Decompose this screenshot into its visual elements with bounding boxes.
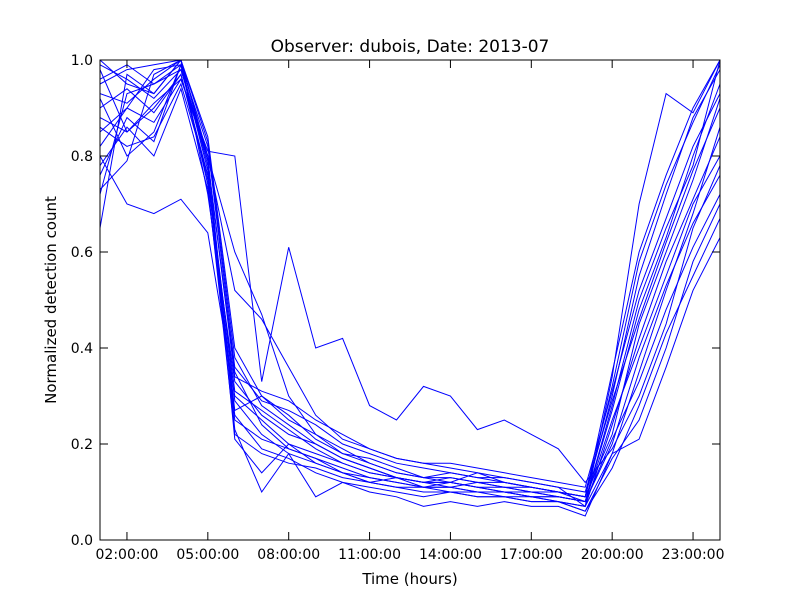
y-tick-label: 0.2: [71, 437, 93, 453]
x-tick-label: 17:00:00: [500, 547, 563, 563]
x-tick-label: 14:00:00: [419, 547, 482, 563]
y-axis: 0.0 0.2 0.4 0.6 0.8 1.0: [71, 53, 720, 549]
x-tick-label: 23:00:00: [662, 547, 725, 563]
series-line-18: [100, 82, 720, 503]
chart-title: Observer: dubois, Date: 2013-07: [271, 37, 550, 57]
plot-area: [100, 60, 720, 517]
y-tick-label: 0.8: [71, 149, 93, 165]
plot-frame: [99, 59, 721, 541]
x-tick-label: 11:00:00: [338, 547, 401, 563]
x-tick-label: 20:00:00: [581, 547, 644, 563]
series-line-9: [100, 63, 720, 512]
x-tick-label: 08:00:00: [257, 547, 320, 563]
x-axis-title: Time (hours): [361, 570, 457, 588]
series-line-17: [100, 60, 720, 488]
y-tick-label: 0.4: [71, 341, 93, 357]
y-tick-label: 1.0: [71, 53, 93, 69]
series-line-13: [100, 64, 720, 507]
series-line-12: [100, 60, 720, 498]
y-tick-label: 0.0: [71, 533, 93, 549]
y-axis-title: Normalized detection count: [42, 196, 60, 404]
x-tick-label: 02:00:00: [96, 547, 159, 563]
series-line-15: [100, 63, 720, 493]
x-tick-label: 05:00:00: [176, 547, 239, 563]
y-tick-label: 0.6: [71, 245, 93, 261]
x-axis: 02:00:00 05:00:00 08:00:00 11:00:00 14:00:00…: [96, 60, 725, 563]
series-line-16: [100, 87, 720, 512]
